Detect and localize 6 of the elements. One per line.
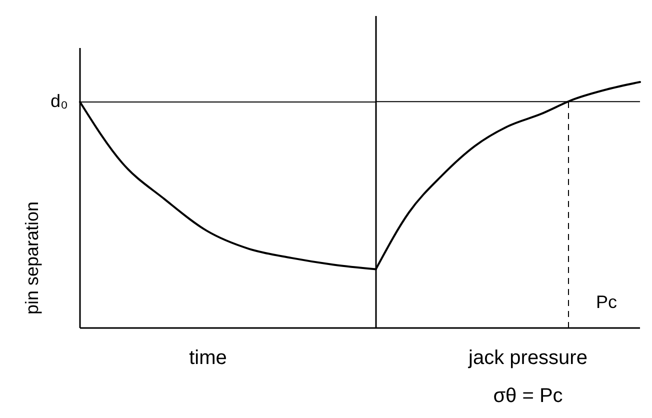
y-axis-title: pin separation xyxy=(22,201,42,315)
ref-line-label: d₀ xyxy=(50,91,68,111)
x-axis-title: time xyxy=(189,347,227,369)
text: σθ = Pc xyxy=(493,385,563,407)
x-axis-title: jack pressure xyxy=(468,347,588,369)
annotation: Pc xyxy=(596,292,618,312)
